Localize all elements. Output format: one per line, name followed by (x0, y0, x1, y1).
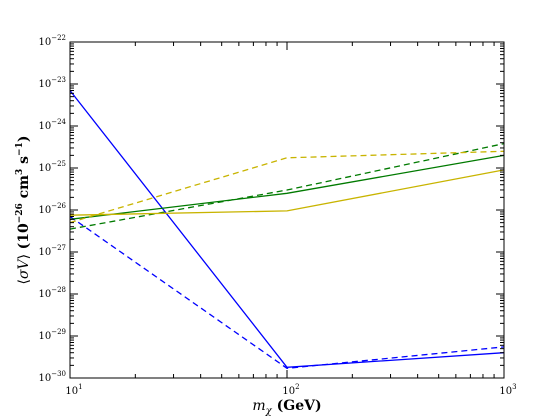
y-tick-label: 10−29 (38, 328, 66, 342)
series-line-4 (69, 142, 505, 230)
y-tick-label: 10−28 (38, 286, 66, 300)
x-tick-label: 103 (499, 383, 516, 397)
y-tick-label: 10−22 (38, 34, 66, 48)
x-tick-label: 102 (282, 383, 299, 397)
series-line-6 (69, 150, 505, 224)
x-tick-label: 101 (65, 383, 82, 397)
plot-area (69, 90, 505, 369)
x-axis-label: mχ (GeV) (252, 398, 321, 417)
plot-frame (69, 41, 505, 379)
y-axis-label: ⟨σV⟩ (10−26 cm3 s−1) (15, 136, 32, 285)
y-tick-label: 10−24 (38, 118, 66, 132)
series-line-5 (69, 169, 505, 216)
y-tick-label: 10−23 (38, 76, 66, 90)
series-line-2 (69, 215, 505, 369)
axis-ticks: 101 102 103 10−30 10−29 10−28 10−27 10−26 10−25 1… (38, 34, 516, 397)
y-tick-label: 10−25 (38, 160, 66, 174)
y-tick-label: 10−30 (38, 370, 66, 384)
series-line-1 (69, 90, 505, 368)
series-line-3 (69, 154, 505, 220)
y-tick-label: 10−26 (38, 202, 66, 216)
y-tick-label: 10−27 (38, 244, 66, 258)
